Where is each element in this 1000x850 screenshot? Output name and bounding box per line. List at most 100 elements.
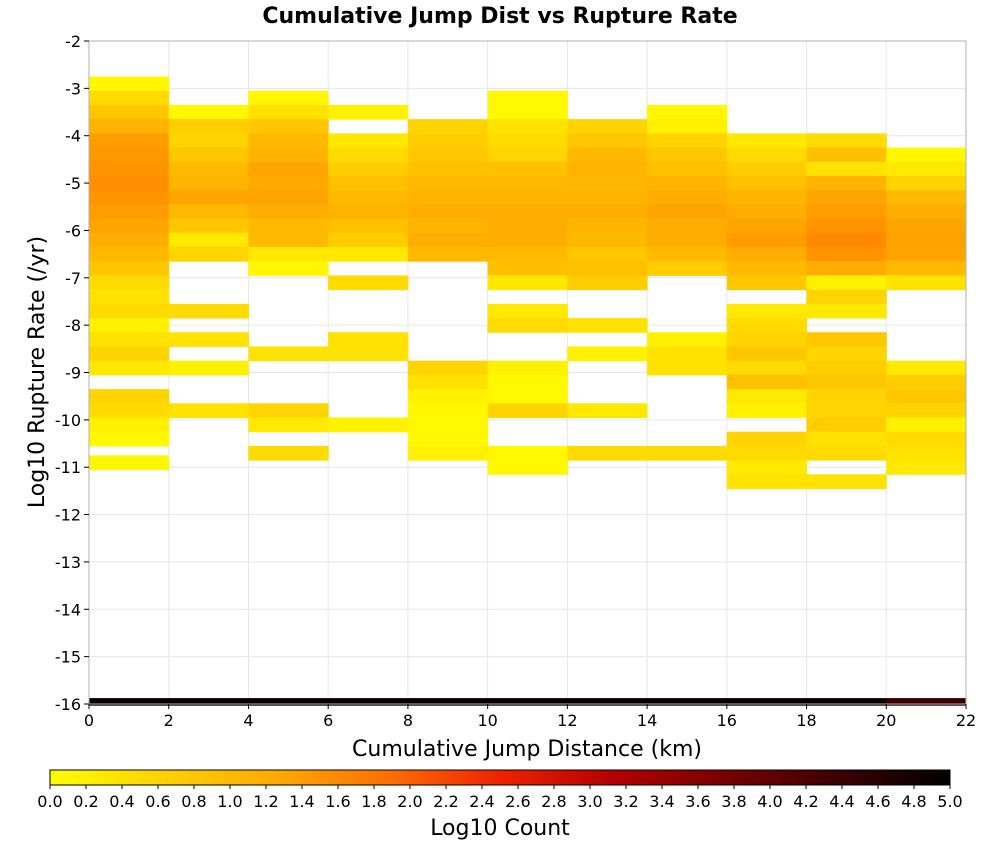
colorbar-tick-label: 2.0 [397,792,422,811]
heatmap-cell [806,218,887,234]
heatmap-cell [407,147,489,163]
heatmap-cell [168,204,249,220]
heatmap-cell [567,232,648,248]
heatmap-cell [487,303,568,319]
colorbar-tick-label: 1.0 [217,792,242,811]
heatmap-cell [89,261,170,276]
heatmap-cell [886,204,967,220]
heatmap-cell [328,190,409,205]
heatmap-cell [328,147,409,163]
heatmap-cell [248,698,329,706]
heatmap-cell [89,417,170,433]
heatmap-cell [407,431,489,447]
colorbar-tick-label: 4.4 [829,792,854,811]
y-tick-label: -10 [55,411,81,430]
heatmap-cell [248,445,329,461]
y-tick-label: -2 [65,32,81,51]
heatmap-cell [487,460,568,475]
y-tick-label: -8 [65,316,81,335]
heatmap-cell [407,389,489,404]
heatmap-cell [328,247,409,262]
heatmap-cell [487,147,568,163]
heatmap-cell [567,275,648,291]
colorbar-ticks: 0.0 0.2 0.4 0.6 0.8 1.0 1.2 1.4 1.6 1.8 2.0 2.2 2.4 2… [37,785,963,811]
heatmap-cell [487,161,568,177]
heatmap-cell [407,161,489,177]
heatmap-cell [89,218,170,234]
heatmap-cell [806,431,887,447]
heatmap-cell [806,247,887,262]
heatmap-cell [89,360,170,376]
heatmap-cell [726,190,808,205]
heatmap-cell [248,133,329,149]
y-axis-label: Log10 Rupture Rate (/yr) [25,236,50,508]
heatmap-cell [886,698,967,706]
heatmap-cell [487,403,568,418]
colorbar-tick-label: 2.8 [541,792,566,811]
heatmap-cell [726,161,808,177]
y-tick-label: -12 [55,506,81,525]
heatmap-cell [328,346,409,362]
heatmap-cell [726,247,808,262]
x-tick-label: 0 [84,711,94,730]
heatmap-cell [89,90,170,106]
heatmap-cell [89,698,170,706]
heatmap-cell [806,332,887,347]
heatmap-cell [886,460,967,475]
heatmap-cell [647,218,728,234]
heatmap-cell [806,204,887,220]
heatmap-cell [806,389,887,404]
y-tick-label: -13 [55,553,81,572]
heatmap-cell [567,119,648,134]
heatmap-cell [567,318,648,333]
heatmap-cell [248,218,329,234]
heatmap-cell [328,275,409,291]
colorbar-tick-label: 4.0 [757,792,782,811]
x-tick-label: 18 [796,711,816,730]
heatmap-cell [487,275,568,291]
heatmap-cell [487,119,568,134]
heatmap-cell [806,261,887,276]
heatmap-cell [726,175,808,191]
x-tick-label: 10 [477,711,497,730]
heatmap-cell [168,119,249,134]
heatmap-cell [89,175,170,191]
heatmap-cell [726,275,808,291]
heatmap-cell [567,261,648,276]
heatmap-cell [487,247,568,262]
colorbar-tick-label: 3.8 [721,792,746,811]
heatmap-cell [248,175,329,191]
heatmap-cell [168,698,249,706]
heatmap-cell [407,232,489,248]
heatmap-cell [89,247,170,262]
heatmap-cell [89,119,170,134]
colorbar-tick-label: 2.2 [433,792,458,811]
heatmap-cell [328,332,409,347]
heatmap-cell [487,261,568,276]
y-tick-label: -7 [65,269,81,288]
heatmap-cell [487,389,568,404]
heatmap-cell [407,218,489,234]
heatmap-cell [567,175,648,191]
heatmap-cell [806,346,887,362]
heatmap-cell [89,190,170,205]
heatmap-cell [407,175,489,191]
heatmap-cell [328,417,409,433]
colorbar-tick-label: 2.6 [505,792,530,811]
heatmap-cell [567,190,648,205]
heatmap-cell [487,90,568,106]
heatmap-cell [89,147,170,163]
colorbar-tick-label: 3.4 [649,792,674,811]
heatmap-cell [168,360,249,376]
heatmap-cell [328,204,409,220]
heatmap-cell [886,161,967,177]
heatmap-cell [407,247,489,262]
heatmap-cell [886,190,967,205]
heatmap-cell [806,190,887,205]
x-tick-label: 16 [717,711,737,730]
heatmap-cell [567,147,648,163]
heatmap-cell [726,303,808,319]
heatmap-cell [806,275,887,291]
heatmap-cell [168,133,249,149]
heatmap-cell [567,161,648,177]
